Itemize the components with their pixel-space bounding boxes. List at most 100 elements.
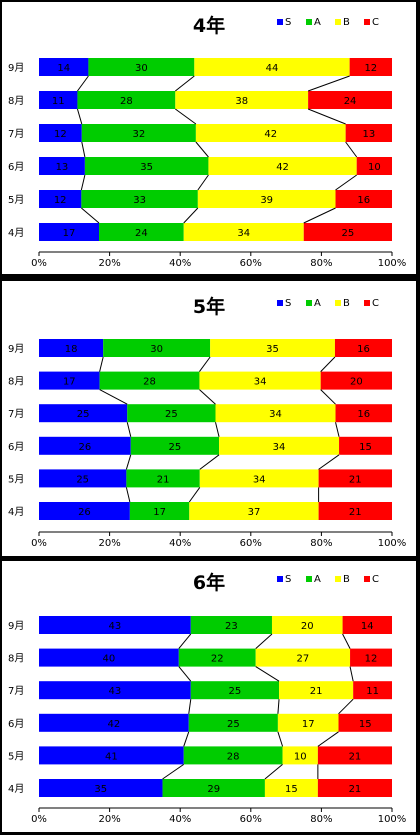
data-label: 37 [248, 507, 261, 518]
series-connector-line [307, 75, 350, 92]
legend-swatch-b [335, 300, 341, 306]
bar-segment-a [84, 157, 209, 175]
x-tick-label: 60% [240, 814, 262, 825]
series-connector-line [197, 174, 209, 191]
bar-segment-c [317, 779, 392, 797]
data-label: 42 [276, 162, 289, 173]
data-label: 25 [76, 474, 89, 485]
bar-segment-b [255, 648, 351, 667]
chart-svg: 6年 S A B C 0% 20% 40% 60% 80% 100% 9月 43 23 20 14 8月 40 22… [8, 571, 407, 825]
x-tick-label: 0% [31, 258, 47, 269]
legend-label-a: A [314, 17, 321, 28]
bar-segment-a [130, 436, 220, 455]
legend-swatch-c [364, 576, 370, 582]
legend-label-s: S [285, 298, 291, 309]
data-label: 28 [120, 96, 133, 107]
data-label: 22 [211, 654, 224, 665]
x-tick-label: 0% [31, 814, 47, 825]
legend-label-c: C [372, 17, 379, 28]
series-connector-line [126, 422, 132, 437]
y-category-label: 9月 [8, 62, 24, 74]
x-tick-label: 20% [98, 258, 120, 269]
bar-segment-a [127, 404, 216, 423]
data-label: 21 [310, 686, 323, 697]
bar-segment-b [195, 124, 346, 142]
data-label: 17 [153, 507, 166, 518]
series-connector-line [345, 141, 358, 158]
y-category-label: 4月 [8, 783, 24, 795]
data-label: 25 [165, 409, 178, 420]
data-label: 21 [349, 507, 362, 518]
data-label: 44 [266, 63, 279, 74]
y-category-label: 7月 [8, 685, 24, 697]
series-connector-line [320, 356, 336, 372]
x-tick-label: 100% [378, 258, 407, 269]
data-label: 32 [132, 129, 145, 140]
data-label: 17 [63, 228, 76, 239]
y-category-label: 8月 [8, 95, 24, 107]
data-label: 15 [285, 784, 298, 795]
x-tick-label: 100% [378, 814, 407, 825]
data-label: 16 [357, 195, 370, 206]
data-label: 25 [229, 686, 242, 697]
series-connector-line [183, 207, 199, 224]
y-category-label: 5月 [8, 194, 24, 206]
x-tick-label: 20% [98, 538, 120, 549]
series-connector-line [125, 487, 131, 503]
series-connector-line [175, 108, 197, 125]
x-tick-label: 100% [378, 538, 407, 549]
series-connector-line [307, 108, 346, 125]
bar-segment-a [126, 469, 200, 488]
bar-segment-s [39, 371, 100, 390]
series-connector-line [335, 422, 340, 437]
legend-swatch-a [306, 19, 312, 25]
series-connector-line [199, 389, 216, 405]
bar-segment-c [320, 371, 392, 390]
bar-segment-s [39, 616, 191, 634]
bar-segment-b [183, 223, 304, 241]
chart-panel-4th-grade: 4年 S A B C 0% 20% 40% 60% 80% 100% 9月 14 30 44 12 8月 11 28… [2, 2, 416, 274]
series-connector-line [99, 356, 104, 372]
bar-segment-b [208, 157, 357, 175]
bar-segment-a [99, 371, 200, 390]
chart-title: 5年 [193, 295, 225, 318]
bar-segment-a [190, 616, 272, 634]
data-label: 41 [105, 751, 118, 762]
legend-label-s: S [285, 17, 291, 28]
bar-segment-a [183, 746, 283, 765]
series-connector-line [183, 731, 190, 747]
series-connector-line [277, 731, 284, 747]
bar-segment-b [264, 779, 318, 797]
y-category-label: 4月 [8, 227, 24, 239]
legend-label-b: B [343, 17, 350, 28]
chart-title: 6年 [193, 571, 225, 594]
series-connector-line [342, 633, 351, 649]
data-label: 29 [207, 784, 220, 795]
legend-label-a: A [314, 298, 321, 309]
bar-segment-c [335, 404, 392, 423]
bar-segment-a [178, 648, 256, 667]
data-label: 14 [57, 63, 70, 74]
bar-segment-a [99, 223, 184, 241]
bar-segment-c [338, 713, 392, 732]
data-label: 35 [266, 344, 279, 355]
data-label: 26 [78, 507, 91, 518]
y-category-label: 6月 [8, 441, 24, 453]
bar-segment-s [39, 713, 189, 732]
legend-swatch-s [277, 576, 283, 582]
y-category-label: 7月 [8, 408, 24, 420]
data-label: 24 [344, 96, 357, 107]
bar-segment-s [39, 469, 127, 488]
bar-segment-b [215, 404, 336, 423]
bar-segment-s [39, 157, 85, 175]
data-label: 12 [54, 195, 67, 206]
data-label: 34 [237, 228, 250, 239]
chart-panel-5th-grade: 5年 S A B C 0% 20% 40% 60% 80% 100% 9月 18 30 35 16 8月 17 28… [2, 281, 416, 556]
data-label: 21 [349, 751, 362, 762]
bar-segment-s [39, 91, 78, 109]
bar-segment-b [282, 746, 318, 765]
x-tick-label: 60% [240, 538, 262, 549]
series-connector-line [320, 389, 336, 405]
bar-segment-c [318, 469, 392, 488]
data-label: 10 [368, 162, 381, 173]
